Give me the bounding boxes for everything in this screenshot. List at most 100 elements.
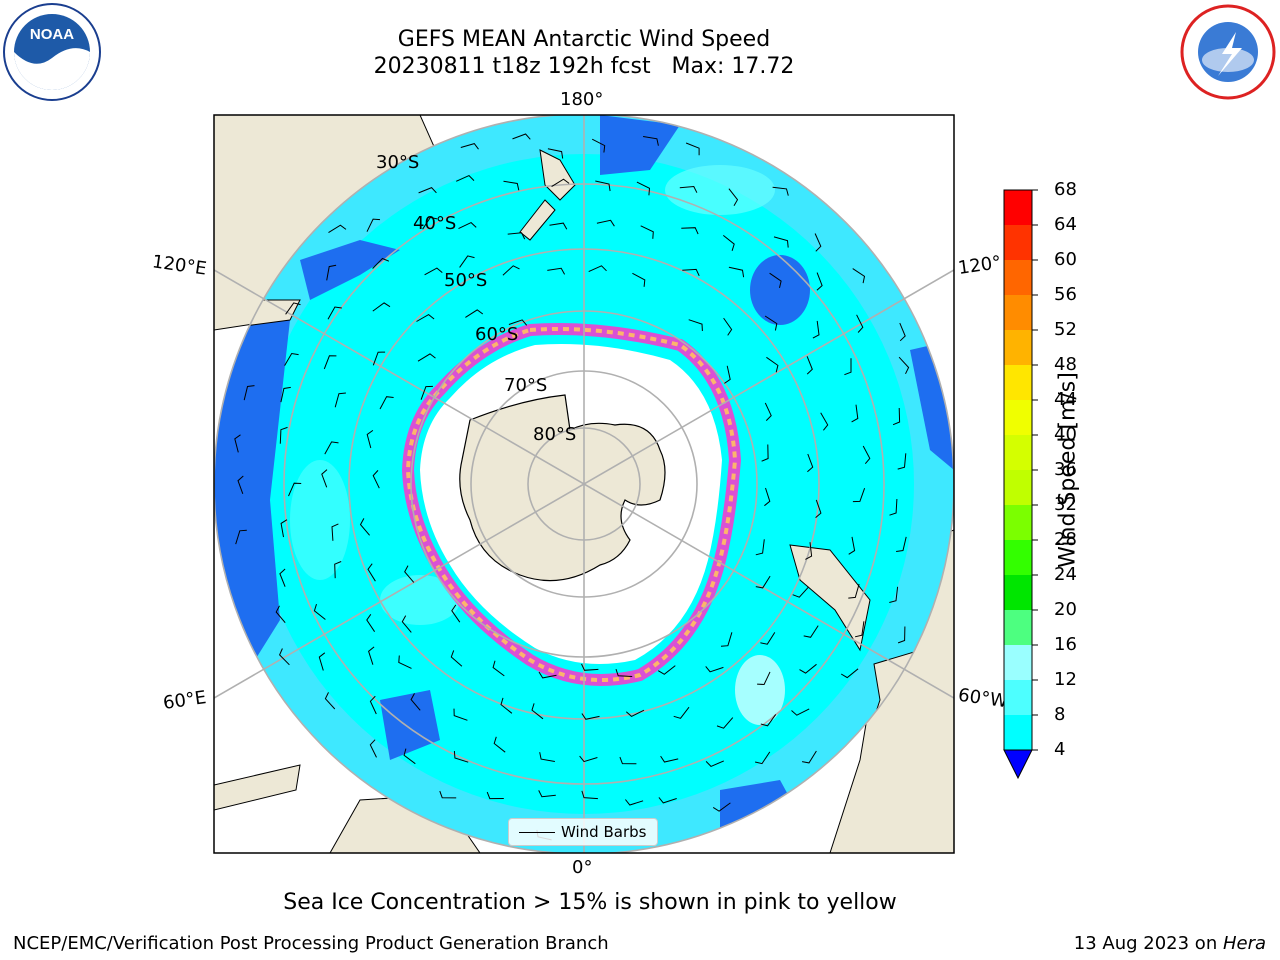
wind-barb bbox=[313, 603, 326, 620]
map-frame bbox=[213, 114, 955, 854]
wind-barb bbox=[372, 302, 391, 312]
wind-barb bbox=[897, 626, 906, 644]
colorbar-segment bbox=[1004, 680, 1032, 716]
wind-barb bbox=[579, 755, 598, 763]
legend-label: Wind Barbs bbox=[561, 823, 647, 841]
graticule bbox=[214, 115, 954, 853]
footer-org: NCEP/EMC/Verification Post Processing Pr… bbox=[13, 933, 609, 954]
wind-barb bbox=[243, 385, 255, 401]
footer-host: Hera bbox=[1222, 933, 1266, 954]
wind-barb bbox=[420, 385, 433, 400]
wind-barb bbox=[280, 386, 291, 403]
wind-barb bbox=[658, 797, 677, 804]
colorbar-tick-label: 24 bbox=[1054, 564, 1077, 585]
colorbar-segment bbox=[1004, 365, 1032, 401]
colorbar bbox=[1003, 189, 1038, 780]
wind-barb bbox=[418, 187, 437, 194]
wind-barb bbox=[367, 563, 376, 582]
wind-barb bbox=[334, 561, 342, 579]
wind-barb bbox=[503, 180, 520, 191]
wind-barb bbox=[398, 655, 412, 669]
colorbar-tick-label: 44 bbox=[1054, 389, 1077, 410]
wind-barb bbox=[755, 539, 765, 556]
colorbar-segment bbox=[1004, 295, 1032, 331]
wind-barb bbox=[372, 257, 390, 269]
wind-barb bbox=[379, 396, 394, 410]
wind-barb bbox=[288, 482, 302, 497]
wind-barb bbox=[754, 751, 771, 765]
colorbar-segment bbox=[1004, 435, 1032, 471]
wind-barb bbox=[643, 136, 659, 146]
wind-barb bbox=[723, 317, 733, 336]
wind-barb bbox=[844, 358, 852, 376]
wind-barb bbox=[712, 802, 731, 812]
wind-barb bbox=[439, 790, 457, 799]
wind-barb bbox=[772, 186, 789, 196]
wind-barb bbox=[595, 180, 611, 192]
wind-barb bbox=[512, 133, 531, 140]
wind-barb bbox=[764, 487, 771, 507]
nws-logo bbox=[1180, 4, 1276, 100]
wind-barb bbox=[688, 319, 703, 332]
lat-label-40s: 40°S bbox=[413, 213, 457, 234]
colorbar-tick-label: 4 bbox=[1054, 739, 1066, 760]
wind-barb bbox=[416, 313, 435, 322]
wind-barb bbox=[326, 264, 337, 281]
lat-label-30s: 30°S bbox=[376, 152, 420, 173]
wind-barb bbox=[538, 671, 557, 679]
wind-barb bbox=[403, 748, 416, 765]
colorbar-tick-label: 8 bbox=[1054, 704, 1066, 725]
wind-barb bbox=[681, 227, 699, 235]
colorbar-tick-label: 40 bbox=[1054, 424, 1077, 445]
wind-barb bbox=[318, 652, 326, 671]
wind-barb bbox=[815, 499, 822, 518]
colorbar-extend-arrow bbox=[1003, 749, 1033, 780]
colorbar-segment bbox=[1004, 260, 1032, 296]
wind-barb bbox=[234, 434, 241, 453]
wind-barb bbox=[417, 353, 436, 362]
wind-barb bbox=[625, 709, 645, 717]
wind-barb bbox=[323, 355, 337, 370]
wind-barb bbox=[372, 351, 386, 366]
wind-barb bbox=[892, 407, 901, 426]
lat-label-70s: 70°S bbox=[504, 375, 548, 396]
wind-barb bbox=[803, 625, 819, 638]
wind-barb bbox=[465, 309, 484, 318]
colorbar-tick-label: 68 bbox=[1054, 179, 1077, 200]
wind-barb bbox=[814, 233, 822, 252]
wind-barb bbox=[369, 695, 377, 715]
wind-barb bbox=[328, 224, 347, 234]
wind-barb bbox=[862, 445, 871, 465]
wind-barb bbox=[848, 536, 856, 555]
wind-barb bbox=[458, 222, 477, 230]
colorbar-tick-label: 64 bbox=[1054, 214, 1077, 235]
colorbar-tick-label: 28 bbox=[1054, 529, 1077, 550]
wind-barb bbox=[899, 322, 906, 342]
wind-barb bbox=[334, 392, 346, 408]
wind-barb bbox=[716, 717, 734, 729]
wind-barb bbox=[889, 586, 899, 603]
wind-barb bbox=[757, 671, 771, 686]
wind-barb bbox=[640, 225, 654, 239]
wind-barb bbox=[327, 306, 342, 320]
wind-barb bbox=[591, 138, 606, 153]
wind-barb bbox=[636, 181, 651, 196]
wind-barb bbox=[764, 402, 772, 421]
wind-barb bbox=[410, 693, 421, 711]
wind-barb bbox=[502, 265, 520, 276]
wind-barb bbox=[331, 523, 339, 541]
wind-barb bbox=[728, 266, 745, 278]
wind-barb bbox=[581, 663, 599, 671]
wind-barb bbox=[799, 663, 817, 674]
wind-barb bbox=[673, 706, 690, 719]
chart-title: GEFS MEAN Antarctic Wind Speed bbox=[397, 27, 771, 52]
wind-barb bbox=[508, 319, 528, 326]
wind-barb bbox=[279, 568, 286, 587]
colorbar-segment bbox=[1004, 225, 1032, 261]
wind-barb bbox=[366, 429, 374, 449]
colorbar-segment bbox=[1004, 505, 1032, 541]
wind-barb bbox=[840, 668, 859, 679]
wind-barb-legend-icon bbox=[519, 832, 555, 833]
wind-barb bbox=[596, 219, 615, 227]
